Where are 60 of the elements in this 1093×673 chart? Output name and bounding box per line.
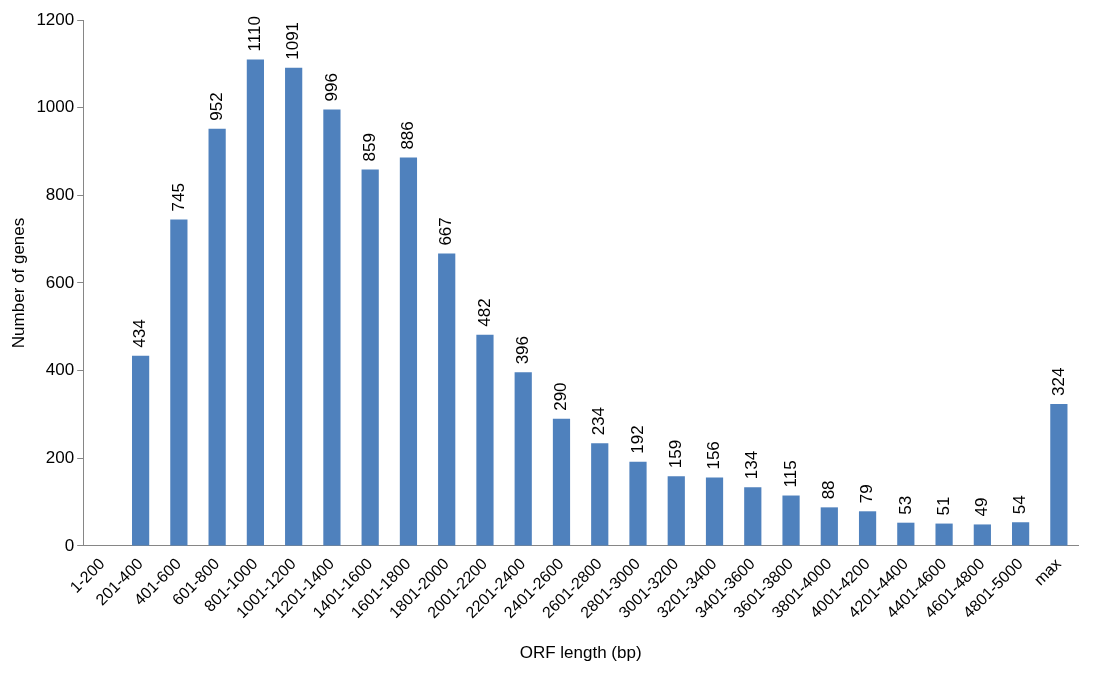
- bar: [246, 59, 264, 546]
- x-axis-title: ORF length (bp): [519, 643, 642, 663]
- data-label: 482: [474, 298, 494, 327]
- bar: [514, 372, 532, 546]
- bar: [897, 522, 915, 546]
- data-label: 234: [589, 406, 609, 436]
- bar: [399, 157, 418, 546]
- y-tick-label: 600: [45, 272, 75, 292]
- data-label: 667: [436, 217, 456, 246]
- data-label: 79: [857, 484, 877, 504]
- bar: [782, 495, 800, 546]
- bar: [820, 507, 838, 546]
- y-tick-label: 1200: [36, 9, 75, 29]
- bar: [858, 511, 877, 546]
- bar: [973, 524, 991, 546]
- data-label: 53: [895, 495, 915, 515]
- data-label: 192: [627, 425, 647, 454]
- bar: [591, 443, 609, 546]
- data-label: 134: [742, 450, 762, 480]
- bar: [476, 334, 494, 546]
- data-label: 54: [1010, 495, 1030, 515]
- y-tick-label: 200: [45, 447, 75, 467]
- data-label: 49: [972, 497, 992, 517]
- y-tick-label: 1000: [36, 97, 75, 117]
- data-label: 952: [206, 92, 226, 121]
- bar: [705, 477, 724, 546]
- bar: [552, 418, 571, 546]
- bar: [438, 253, 456, 546]
- y-tick-label: 0: [64, 535, 75, 555]
- data-label: 159: [665, 439, 685, 469]
- bar: [1050, 403, 1068, 546]
- data-label: 886: [398, 121, 418, 150]
- y-tick-label: 800: [45, 184, 75, 204]
- bar: [170, 219, 188, 546]
- bar: [132, 355, 150, 546]
- bar: [285, 67, 303, 546]
- data-label: 859: [359, 133, 379, 162]
- x-tick-label: max: [1030, 554, 1065, 589]
- bar: [935, 523, 953, 546]
- data-label: 115: [780, 460, 800, 488]
- data-label: 324: [1048, 367, 1068, 396]
- bar: [744, 487, 762, 546]
- data-label: 290: [551, 382, 571, 411]
- data-label: 156: [704, 441, 724, 470]
- bar: [208, 128, 226, 546]
- bar: [629, 461, 647, 546]
- y-axis-title: Number of genes: [8, 217, 28, 349]
- data-label: 996: [321, 73, 341, 102]
- data-label: 51: [933, 496, 953, 516]
- data-label: 434: [130, 319, 150, 348]
- data-label: 745: [168, 183, 188, 212]
- y-tick-label: 400: [45, 360, 75, 380]
- bar: [361, 169, 379, 546]
- data-label: 1110: [245, 16, 265, 52]
- bar: [1012, 522, 1030, 546]
- data-label: 396: [512, 335, 532, 365]
- bar: [667, 476, 685, 546]
- data-label: 88: [818, 480, 838, 500]
- data-label: 1091: [283, 21, 303, 60]
- bar: [323, 109, 341, 546]
